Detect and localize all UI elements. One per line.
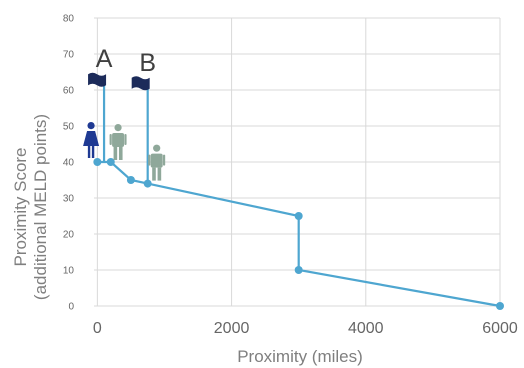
y-tick-label: 10: [63, 266, 75, 277]
annotation-label: A: [96, 45, 113, 73]
x-tick-label: 4000: [348, 320, 384, 337]
annotation-a: A: [83, 45, 127, 162]
data-point: [126, 176, 135, 184]
y-tick-labels: 0 10 20 30 40 50 60 70 80: [63, 14, 75, 313]
annotation-b: B: [131, 49, 166, 184]
data-point: [294, 212, 303, 220]
female-person-icon: [83, 122, 100, 158]
y-tick-label: 50: [63, 122, 75, 133]
person-icon: [109, 124, 127, 160]
grid: [94, 17, 501, 307]
y-axis-label-line-1: Proximity Score: [11, 147, 30, 266]
flag-icon: [88, 72, 107, 87]
x-tick-labels: 0 2000 4000 6000: [93, 320, 518, 337]
person-icon: [148, 144, 166, 181]
x-tick-label: 6000: [482, 320, 518, 337]
y-axis-label-line-2: (additional MELD points): [31, 114, 50, 300]
x-axis-label: Proximity (miles): [237, 347, 363, 366]
y-tick-label: 70: [63, 50, 75, 61]
flag-icon: [131, 76, 150, 91]
y-tick-label: 30: [63, 194, 75, 205]
y-tick-label: 60: [63, 86, 75, 97]
annotation-label: B: [139, 49, 156, 77]
y-tick-label: 40: [63, 158, 75, 169]
data-point: [106, 158, 115, 166]
y-tick-label: 80: [63, 14, 75, 25]
data-point: [294, 266, 303, 274]
y-tick-label: 0: [68, 302, 74, 313]
data-point: [93, 158, 102, 166]
y-tick-label: 20: [63, 230, 75, 241]
y-axis-label: Proximity Score (additional MELD points): [11, 114, 50, 300]
data-point: [496, 302, 504, 310]
x-tick-label: 2000: [214, 320, 250, 337]
x-tick-label: 0: [93, 320, 102, 337]
